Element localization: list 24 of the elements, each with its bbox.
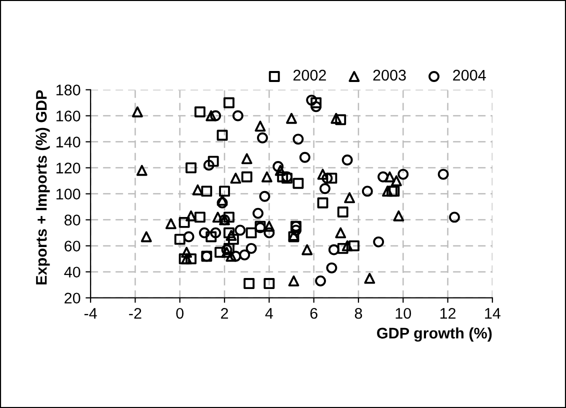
x-tick-label: 6 [310, 308, 318, 319]
y-tick-label: 40 [64, 266, 80, 278]
legend-label: 2003 [373, 70, 406, 81]
x-tick-label: 2 [221, 308, 228, 319]
x-tick-label: 0 [176, 308, 184, 319]
y-tick-label: 120 [56, 162, 80, 174]
legend-label: 2004 [453, 70, 486, 81]
x-tick-label: 14 [485, 308, 500, 319]
legend-label: 2002 [293, 70, 326, 81]
y-tick-label: 180 [56, 84, 80, 96]
y-axis-title: Exports + Imports (%) GDP [36, 90, 50, 284]
y-tick-label: 160 [56, 110, 80, 122]
x-tick-label: 8 [354, 308, 362, 319]
x-tick-label: 4 [265, 308, 273, 319]
y-tick-label: 100 [56, 188, 80, 200]
x-tick-label: -2 [129, 308, 142, 319]
y-tick-label: 20 [64, 292, 80, 304]
y-tick-label: 140 [56, 136, 80, 148]
y-tick-label: 60 [64, 240, 80, 252]
x-tick-label: 12 [440, 308, 456, 319]
x-axis-title: GDP growth (%) [377, 327, 492, 342]
y-tick-label: 80 [64, 214, 80, 226]
x-tick-label: -4 [84, 308, 97, 319]
x-tick-label: 10 [396, 308, 412, 319]
